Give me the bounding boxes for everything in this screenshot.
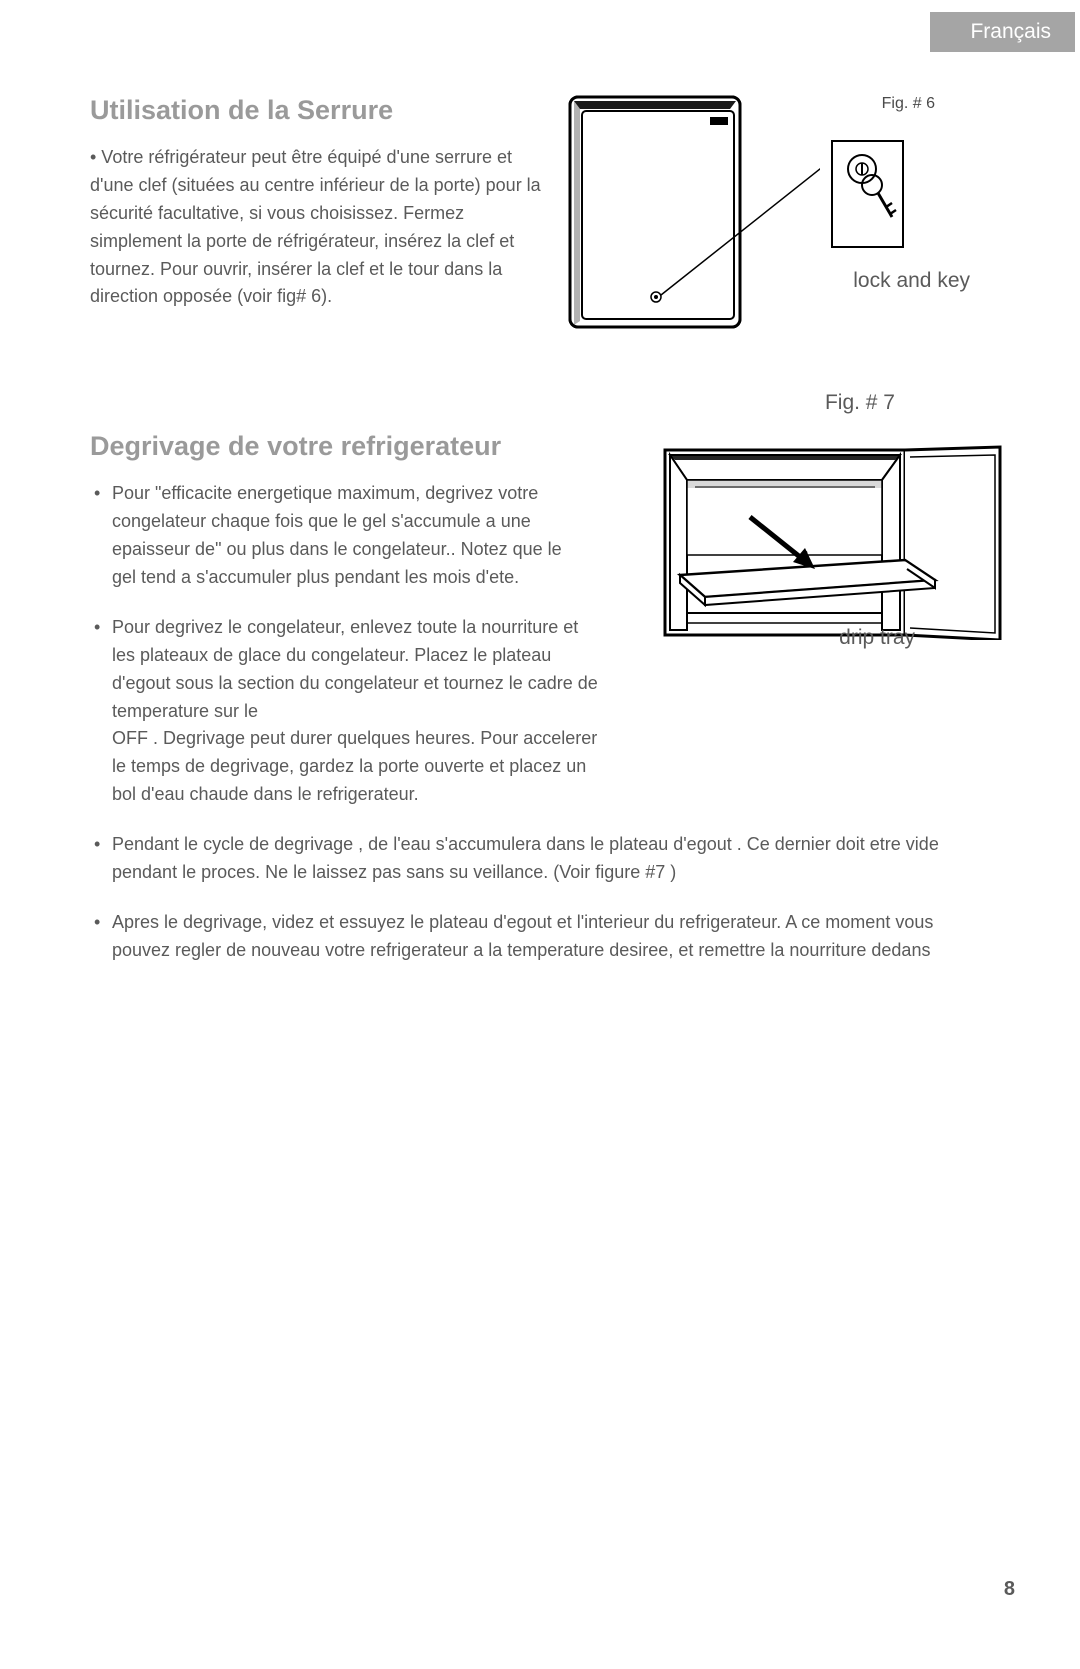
figure-7-label: Fig. # 7 xyxy=(825,391,895,415)
language-tab: Français xyxy=(930,12,1075,52)
section-lock-title: Utilisation de la Serrure xyxy=(90,95,990,126)
defrost-bullet-2a: Pour degrivez le congelateur, enlevez to… xyxy=(112,614,602,726)
section-defrost: Fig. # 7 Degrivage de votre refrigerateu… xyxy=(90,431,990,964)
lock-key-inset xyxy=(830,139,905,249)
fridge-illustration xyxy=(560,87,820,337)
defrost-bullet-2b: OFF . Degrivage peut durer quelques heur… xyxy=(112,725,602,809)
defrost-bullet-3: Pendant le cycle de degrivage , de l'eau… xyxy=(90,831,990,887)
defrost-bullet-4: Apres le degrivage, videz et essuyez le … xyxy=(90,909,990,965)
page-content: Utilisation de la Serrure • Votre réfrig… xyxy=(90,95,990,987)
page-number: 8 xyxy=(1004,1578,1015,1601)
drip-tray-illustration xyxy=(645,445,1005,640)
defrost-bullet-1: Pour "efficacite energetique maximum, de… xyxy=(90,480,590,592)
section-lock-text: • Votre réfrigérateur peut être équipé d… xyxy=(90,144,550,311)
figure-6-caption: lock and key xyxy=(853,269,970,293)
figure-6-label: Fig. # 6 xyxy=(882,95,935,113)
section-lock: Utilisation de la Serrure • Votre réfrig… xyxy=(90,95,990,311)
defrost-bullet-2: Pour degrivez le congelateur, enlevez to… xyxy=(90,614,990,809)
